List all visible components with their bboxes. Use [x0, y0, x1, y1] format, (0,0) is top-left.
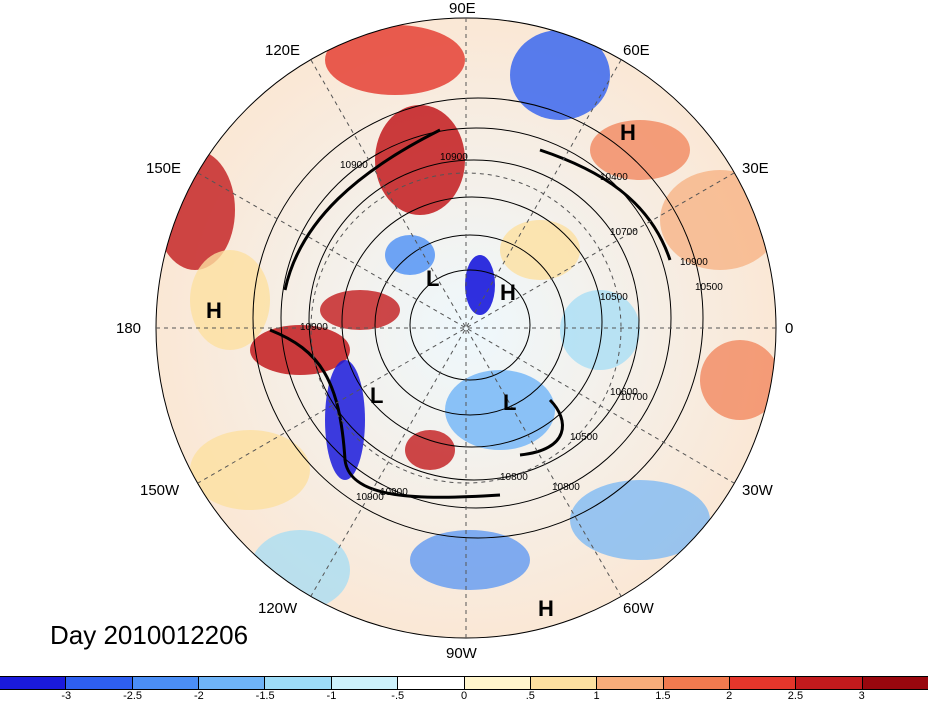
low-pressure-label: L — [370, 383, 384, 408]
graticule — [156, 18, 776, 638]
contour-label: 10600 — [610, 387, 638, 398]
colorbar-box — [530, 677, 598, 689]
colorbar-box — [597, 677, 664, 689]
high-pressure-label: H — [620, 120, 636, 145]
contour-label: 10400 — [600, 172, 628, 183]
high-pressure-label: H — [500, 280, 516, 305]
colorbar-box — [0, 677, 67, 689]
colorbar-tick-label: 1 — [593, 690, 600, 702]
contour-label: 10900 — [440, 152, 468, 163]
lon-label-90w: 90W — [446, 645, 477, 662]
contour-label: 10500 — [600, 292, 628, 303]
contour-label: 10500 — [695, 282, 723, 293]
colorbar-box — [132, 677, 200, 689]
colorbar-tick-label: 1.5 — [655, 690, 671, 702]
colorbar-box — [663, 677, 730, 689]
lon-label-120w: 120W — [258, 600, 298, 617]
contour-label: 10800 — [552, 482, 580, 493]
colorbar-box — [265, 677, 332, 689]
contour-label: 10900 — [680, 257, 708, 268]
colorbar-tick-label: -3 — [61, 690, 72, 702]
lon-label-150e: 150E — [146, 160, 182, 177]
colorbar — [0, 676, 928, 690]
colorbar-tick-label: 3 — [858, 690, 865, 702]
low-pressure-label: L — [503, 390, 517, 415]
map-title: Day 2010012206 — [50, 620, 249, 650]
colorbar-tick-label: -.5 — [391, 690, 405, 702]
contour-label: 10800 — [500, 472, 528, 483]
contour-label: 10900 — [340, 160, 368, 171]
colorbar-box — [796, 677, 863, 689]
lon-label-0: 0 — [785, 320, 794, 337]
low-pressure-label: L — [426, 266, 440, 291]
polar-map: 1090010900107001090010500107001080010900… — [155, 17, 777, 639]
colorbar-box — [199, 677, 266, 689]
colorbar-box — [862, 677, 928, 689]
colorbar-tick-label: 0 — [460, 690, 468, 702]
lon-label-30w: 30W — [742, 482, 773, 499]
anomaly-field — [156, 18, 776, 638]
high-pressure-label: H — [538, 596, 554, 621]
lon-label-60e: 60E — [623, 42, 650, 59]
contour-label: 10900 — [380, 487, 408, 498]
contour-label: 10900 — [300, 322, 328, 333]
lon-label-60w: 60W — [623, 600, 654, 617]
colorbar-box — [729, 677, 797, 689]
lon-label-150w: 150W — [140, 482, 180, 499]
colorbar-box — [331, 677, 399, 689]
colorbar-tick-label: -2 — [193, 690, 204, 702]
colorbar-tick-label: 2 — [726, 690, 733, 702]
contour-label: 10500 — [570, 432, 598, 443]
colorbar-tick-label: -1 — [326, 690, 337, 702]
high-pressure-label: H — [206, 298, 222, 323]
lon-label-180: 180 — [116, 320, 142, 337]
colorbar-tick-label: -1.5 — [255, 690, 275, 702]
colorbar-tick-label: .5 — [525, 690, 535, 702]
colorbar-tick-label: 2.5 — [787, 690, 804, 702]
contour-label: 10700 — [610, 227, 638, 238]
colorbar-box — [398, 677, 465, 689]
lon-label-90e: 90E — [449, 0, 476, 17]
contour-label: 10700 — [620, 392, 648, 403]
contour-label: 10900 — [356, 492, 384, 503]
colorbar-box — [66, 677, 133, 689]
colorbar-box — [464, 677, 531, 689]
lon-label-30e: 30E — [742, 160, 769, 177]
colorbar-tick-label: -2.5 — [123, 690, 143, 702]
lon-label-120e: 120E — [265, 42, 301, 59]
